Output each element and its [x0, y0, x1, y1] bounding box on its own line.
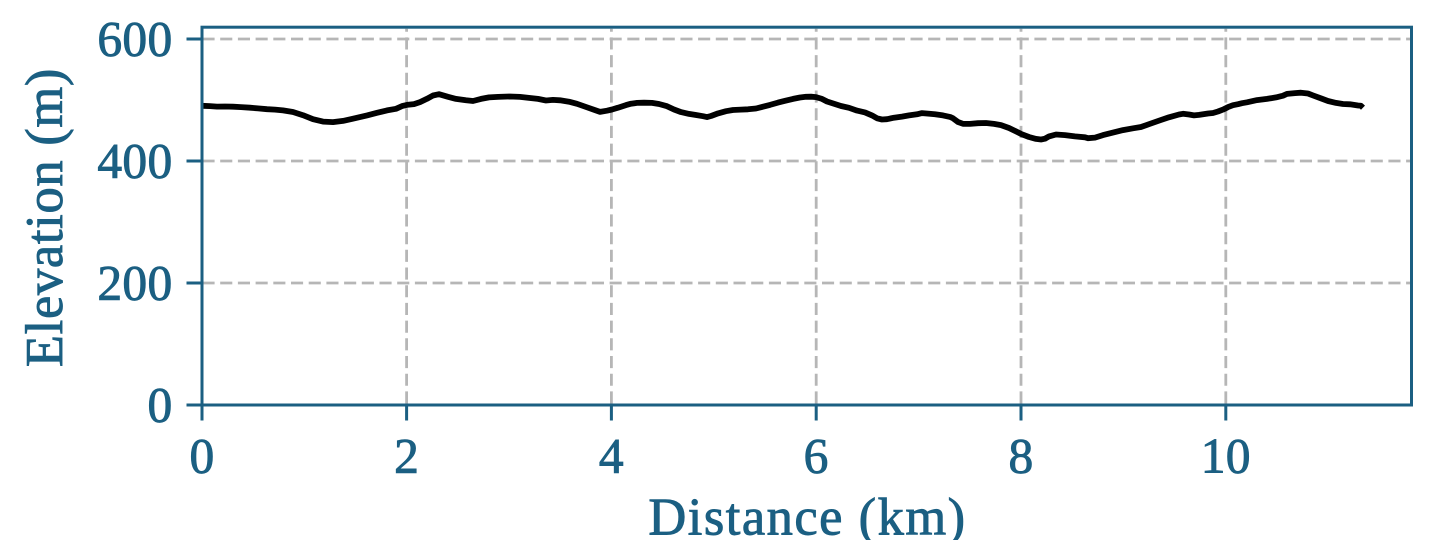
svg-text:4: 4	[599, 429, 624, 484]
svg-text:6: 6	[804, 429, 829, 484]
svg-text:600: 600	[97, 11, 172, 66]
svg-text:400: 400	[97, 133, 172, 188]
svg-text:2: 2	[394, 429, 419, 484]
svg-text:Elevation (m): Elevation (m)	[16, 68, 74, 367]
svg-text:0: 0	[147, 377, 172, 432]
svg-text:200: 200	[97, 255, 172, 310]
svg-text:0: 0	[189, 429, 214, 484]
svg-text:10: 10	[1201, 429, 1251, 484]
svg-text:Distance (km): Distance (km)	[648, 489, 966, 540]
svg-text:8: 8	[1008, 429, 1033, 484]
